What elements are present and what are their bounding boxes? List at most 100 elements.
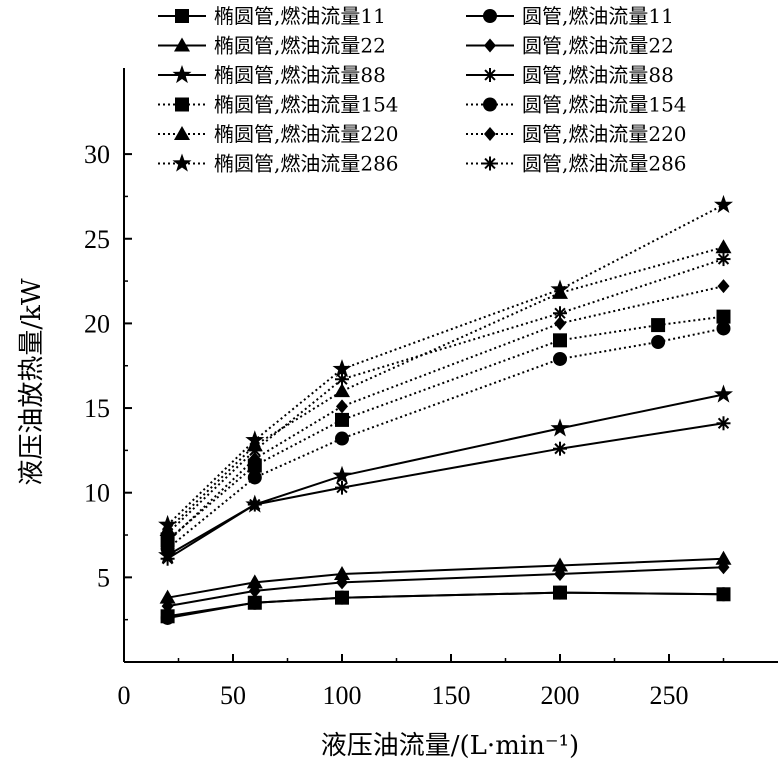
legend-item: 圆管,燃油流量88: [466, 63, 674, 87]
y-axis-title: 液压油放热量/kW: [17, 278, 47, 486]
data-point: [332, 359, 352, 378]
legend-label: 椭圆管,燃油流量11: [214, 4, 386, 28]
data-point: [716, 309, 731, 324]
legend-item: 椭圆管,燃油流量220: [158, 122, 399, 146]
legend-label: 圆管,燃油流量22: [522, 34, 674, 58]
legend-label: 圆管,燃油流量88: [522, 63, 674, 87]
data-point: [716, 321, 731, 336]
data-point: [714, 194, 733, 213]
data-point: [716, 416, 731, 431]
data-point: [717, 279, 730, 294]
data-point: [247, 497, 262, 512]
data-point: [716, 252, 731, 267]
x-axis-title: 液压油流量/(L·min⁻¹): [321, 731, 579, 761]
series-line: [166, 246, 724, 531]
data-point: [553, 441, 567, 456]
y-tick-label: 30: [84, 140, 110, 169]
legend-marker: [172, 65, 192, 84]
series-6: [160, 416, 731, 566]
legend-marker: [483, 9, 497, 23]
legend-label: 圆管,燃油流量220: [522, 122, 687, 146]
data-point: [553, 351, 567, 366]
legend-label: 圆管,燃油流量11: [522, 4, 674, 28]
legend-item: 圆管,燃油流量220: [466, 122, 687, 146]
data-point: [335, 372, 349, 387]
legend-marker: [483, 97, 497, 112]
series-10: [161, 279, 730, 549]
data-point: [715, 239, 732, 254]
data-point: [714, 384, 733, 403]
legend-marker: [483, 68, 497, 82]
y-tick-label: 20: [84, 309, 110, 338]
x-tick-label: 150: [432, 681, 471, 710]
legend-marker: [484, 38, 496, 53]
data-point: [550, 279, 570, 298]
asterisk-stroke: [717, 253, 730, 265]
data-point: [160, 526, 175, 541]
data-point: [332, 465, 352, 484]
asterisk-stroke: [484, 157, 496, 170]
y-tick-label: 25: [84, 225, 110, 254]
legend-item: 圆管,燃油流量154: [466, 93, 687, 117]
legend-marker: [175, 9, 189, 23]
data-point: [550, 418, 570, 437]
asterisk-stroke: [554, 443, 566, 455]
series-layer: [158, 194, 733, 625]
x-tick-label: 200: [541, 681, 580, 710]
data-point: [335, 480, 349, 495]
series-3: [159, 550, 732, 604]
legend-label: 椭圆管,燃油流量88: [214, 63, 386, 87]
data-point: [716, 587, 731, 602]
legend-label: 圆管,燃油流量154: [522, 93, 687, 117]
legend: 椭圆管,燃油流量11 圆管,燃油流量11 椭圆管,燃油流量22 圆管,燃油流量22 椭圆…: [158, 4, 687, 176]
series-line: [166, 204, 724, 526]
legend-marker: [483, 156, 497, 171]
series-line: [166, 258, 724, 535]
legend-item: 椭圆管,燃油流量88: [158, 63, 386, 87]
data-point: [651, 318, 666, 333]
data-point: [248, 451, 261, 466]
legend-marker: [175, 97, 189, 112]
data-point: [553, 306, 567, 321]
data-point: [717, 560, 730, 575]
data-point: [159, 589, 176, 604]
data-point: [160, 610, 175, 625]
axes: 0 50 100 150 200 250 5 10 15 20 25 30: [84, 68, 778, 710]
asterisk-stroke: [336, 481, 348, 494]
data-point: [248, 583, 261, 598]
series-line: [166, 315, 724, 541]
asterisk-stroke: [161, 527, 174, 539]
data-point: [245, 430, 265, 449]
y-tick-label: 5: [97, 563, 110, 592]
data-point: [715, 550, 732, 565]
data-point: [552, 557, 568, 572]
legend-label: 椭圆管,燃油流量154: [214, 93, 399, 117]
series-11: [158, 194, 733, 533]
asterisk-stroke: [554, 307, 566, 319]
data-point: [247, 470, 262, 485]
x-tick-label: 0: [118, 681, 131, 710]
data-point: [554, 316, 566, 331]
data-point: [554, 566, 566, 581]
x-tick-label: 100: [323, 681, 362, 710]
asterisk-stroke: [249, 444, 261, 457]
series-9: [159, 239, 732, 536]
legend-label: 椭圆管,燃油流量286: [214, 152, 399, 176]
legend-item: 椭圆管,燃油流量286: [158, 152, 399, 176]
x-tick-label: 250: [650, 681, 689, 710]
asterisk-stroke: [484, 69, 496, 81]
series-line: [166, 327, 724, 550]
asterisk-stroke: [336, 373, 348, 385]
data-point: [247, 443, 262, 458]
data-point: [246, 574, 263, 589]
series-12: [160, 252, 731, 541]
data-point: [247, 595, 262, 610]
legend-label: 椭圆管,燃油流量220: [214, 122, 399, 146]
legend-label: 椭圆管,燃油流量22: [214, 34, 386, 58]
legend-item: 椭圆管,燃油流量154: [158, 93, 399, 117]
legend-marker: [172, 153, 192, 172]
data-point: [334, 565, 350, 580]
data-point: [161, 534, 174, 549]
series-line: [166, 285, 724, 543]
